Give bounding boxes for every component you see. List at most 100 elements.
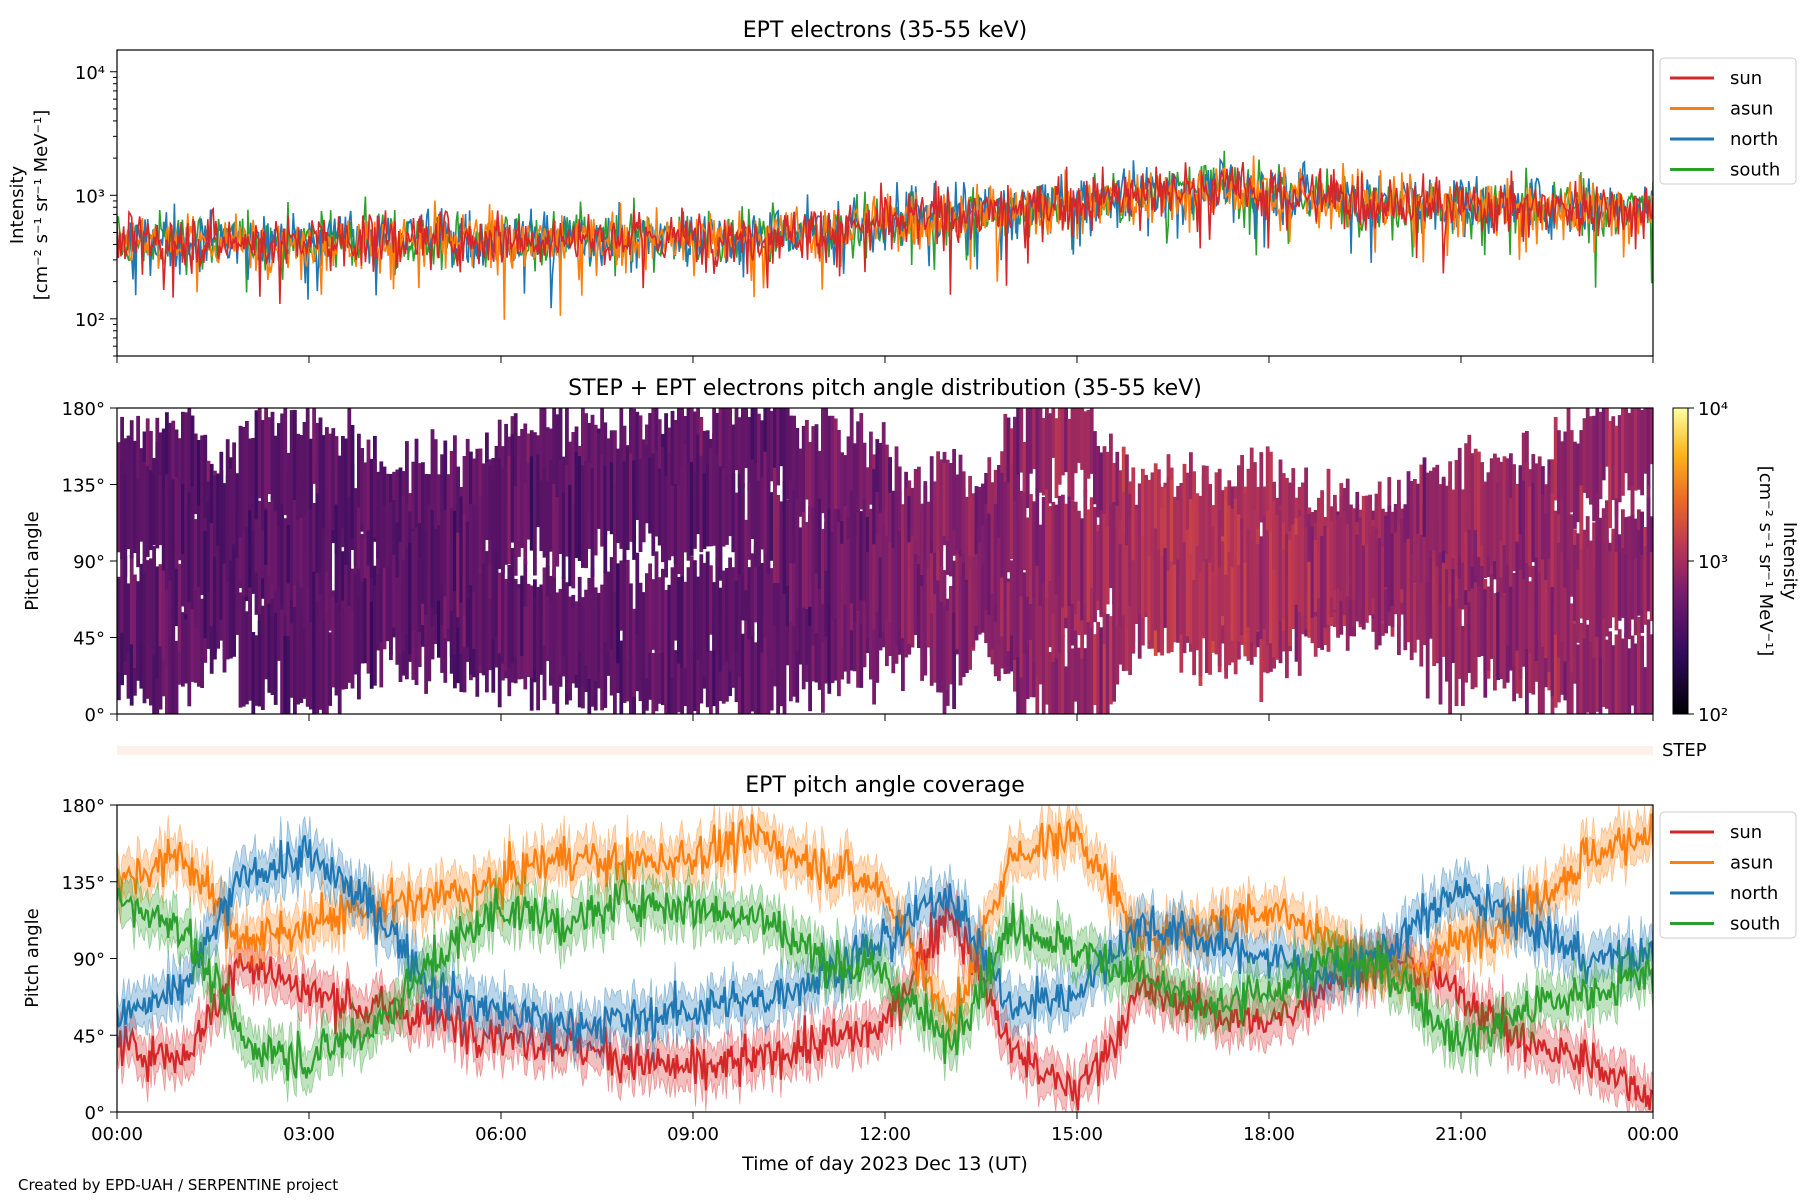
pad-cell xyxy=(689,408,694,495)
pad-cell xyxy=(821,408,825,514)
pad-cell xyxy=(865,552,870,638)
coverage-series-group xyxy=(117,805,1653,1112)
pad-cell xyxy=(1051,408,1056,458)
pad-cell xyxy=(1089,497,1094,589)
pad-cell xyxy=(843,505,848,605)
pad-cell xyxy=(184,503,188,615)
pad-cell xyxy=(446,507,451,603)
pad-cell xyxy=(917,564,921,648)
pad-cell xyxy=(529,585,534,678)
pad-cell xyxy=(862,589,867,668)
pad-cell xyxy=(1537,572,1542,642)
pad-cell xyxy=(869,596,873,680)
pad-cell xyxy=(526,606,531,677)
pad-cell xyxy=(709,447,713,546)
pad-cell xyxy=(1480,462,1484,546)
pad-cell xyxy=(158,475,163,546)
pad-cell xyxy=(1493,593,1497,682)
pad-cell xyxy=(533,596,537,669)
pad-cell xyxy=(1083,648,1088,714)
pad-cell xyxy=(1582,616,1587,714)
pad-cell xyxy=(382,567,387,650)
pad-cell xyxy=(785,499,790,586)
pad-cell xyxy=(1429,470,1433,551)
pad-cell xyxy=(1649,408,1653,465)
pad-cell xyxy=(369,601,374,689)
pad-cell xyxy=(411,461,416,547)
pad-cell xyxy=(1045,408,1049,509)
pad-cell xyxy=(705,551,710,652)
pad-cell xyxy=(481,563,486,676)
pad-cell xyxy=(1096,531,1100,601)
pad-cell xyxy=(1198,495,1203,583)
pad-cell xyxy=(190,585,195,682)
pad-cell xyxy=(341,551,345,636)
pad-cell xyxy=(718,587,723,672)
pad-cell xyxy=(1195,493,1200,589)
pad-cell xyxy=(782,629,787,714)
pad-cell xyxy=(1467,602,1472,673)
pad-cell xyxy=(539,480,544,552)
pad-cell xyxy=(725,408,729,491)
pad-cell xyxy=(1029,408,1033,474)
pad-cell xyxy=(1064,408,1068,473)
pad-cell xyxy=(597,433,601,529)
pad-cell xyxy=(872,544,876,630)
pad-cell xyxy=(1425,472,1430,547)
pad-cell xyxy=(779,601,784,707)
pad-cell xyxy=(145,465,150,557)
pad-cell xyxy=(337,455,342,542)
pad-cell xyxy=(686,462,691,561)
pad-cell xyxy=(1534,511,1539,580)
pad-cell xyxy=(1374,534,1379,650)
pad-cell xyxy=(165,553,169,666)
pad-cell xyxy=(814,609,819,683)
pad-cell xyxy=(821,529,825,604)
pad-cell xyxy=(261,420,265,531)
pad-cell xyxy=(1413,479,1417,582)
pad-cell xyxy=(1093,431,1097,505)
pad-cell xyxy=(1377,538,1382,646)
pad-cell xyxy=(856,512,860,612)
pad-cell xyxy=(1576,644,1580,714)
pad-cell xyxy=(334,436,339,505)
intensity-panel: EPT electrons (35-55 keV) 10² 10³ 10⁴ Inte… xyxy=(7,18,1797,363)
coverage-x-tick-label: 03:00 xyxy=(283,1124,335,1145)
pad-cell xyxy=(1355,534,1360,622)
pad-cell xyxy=(827,415,832,510)
pad-cell xyxy=(1064,503,1068,618)
pad-cell xyxy=(337,612,342,714)
pad-cell xyxy=(1086,620,1091,714)
pad-cell xyxy=(427,579,432,682)
pad-cell xyxy=(1563,431,1568,507)
pad-cell xyxy=(1451,489,1456,559)
intensity-legend-label-sun: sun xyxy=(1730,68,1762,89)
pad-cell xyxy=(590,567,595,670)
pad-cell xyxy=(1441,476,1446,551)
pad-cell xyxy=(328,632,332,706)
pad-cell xyxy=(177,487,182,561)
pad-cell xyxy=(1093,507,1097,623)
pad-cell xyxy=(245,611,249,705)
pad-cell xyxy=(968,567,972,670)
pad-cell xyxy=(686,637,691,714)
pad-cell xyxy=(853,510,857,623)
pad-cell xyxy=(846,539,851,622)
pad-cell xyxy=(1409,481,1414,586)
intensity-legend-label-south: south xyxy=(1730,160,1780,181)
pad-cell xyxy=(414,527,419,629)
pad-cell xyxy=(1608,631,1612,714)
pad-cell xyxy=(379,474,384,586)
pad-cell xyxy=(1009,560,1014,636)
pad-cell xyxy=(465,438,470,546)
coverage-x-tick-label: 15:00 xyxy=(1051,1124,1103,1145)
pad-cell xyxy=(750,459,755,539)
pad-cell xyxy=(824,522,828,637)
coverage-x-tick-label: 18:00 xyxy=(1243,1124,1295,1145)
pad-cell xyxy=(747,482,752,560)
pad-cell xyxy=(405,441,409,537)
pad-cell xyxy=(1137,505,1142,614)
pad-cell xyxy=(152,475,156,546)
pad-cell xyxy=(1285,477,1289,568)
